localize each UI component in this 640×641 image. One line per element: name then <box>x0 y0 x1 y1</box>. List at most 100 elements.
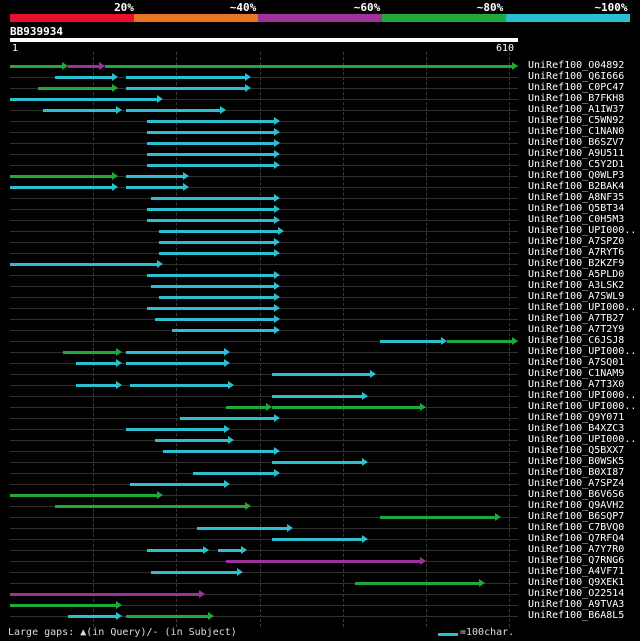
hit-alignment-segment[interactable] <box>150 197 276 200</box>
hit-alignment-segment[interactable] <box>271 373 372 376</box>
hit-alignment-segment[interactable] <box>55 505 247 508</box>
hit-alignment-segment[interactable] <box>125 428 226 431</box>
hit-label[interactable]: UniRef100_UPI000.. <box>528 346 637 357</box>
hit-label[interactable]: UniRef100_UPI000.. <box>528 390 637 401</box>
hit-label[interactable]: UniRef100_Q6I666 <box>528 71 625 82</box>
hit-label[interactable]: UniRef100_C1NAM9 <box>528 368 625 379</box>
hit-alignment-segment[interactable] <box>10 65 63 68</box>
hit-label[interactable]: UniRef100_C6JSJ8 <box>528 335 625 346</box>
hit-alignment-segment[interactable] <box>42 109 117 112</box>
hit-label[interactable]: UniRef100_Q7RNG6 <box>528 555 625 566</box>
hit-label[interactable]: UniRef100_C0PC47 <box>528 82 625 93</box>
hit-alignment-segment[interactable] <box>146 274 276 277</box>
hit-label[interactable]: UniRef100_UPI000.. <box>528 434 637 445</box>
hit-alignment-segment[interactable] <box>271 538 363 541</box>
hit-alignment-segment[interactable] <box>146 153 276 156</box>
hit-label[interactable]: UniRef100_UPI000.. <box>528 302 637 313</box>
hit-alignment-segment[interactable] <box>271 461 363 464</box>
hit-label[interactable]: UniRef100_B2BAK4 <box>528 181 625 192</box>
hit-label[interactable]: UniRef100_A9TVA3 <box>528 599 625 610</box>
hit-label[interactable]: UniRef100_A8NF35 <box>528 192 625 203</box>
hit-label[interactable]: UniRef100_B6SQP7 <box>528 511 625 522</box>
hit-label[interactable]: UniRef100_A5PLD0 <box>528 269 625 280</box>
hit-label[interactable]: UniRef100_Q7RFQ4 <box>528 533 625 544</box>
hit-alignment-segment[interactable] <box>10 175 113 178</box>
hit-alignment-segment[interactable] <box>63 351 117 354</box>
hit-alignment-segment[interactable] <box>55 76 113 79</box>
hit-alignment-segment[interactable] <box>10 593 201 596</box>
hit-label[interactable]: UniRef100_A7SPZ0 <box>528 236 625 247</box>
hit-alignment-segment[interactable] <box>192 472 276 475</box>
hit-alignment-segment[interactable] <box>125 362 226 365</box>
hit-alignment-segment[interactable] <box>125 615 209 618</box>
hit-label[interactable]: UniRef100_B0WSK5 <box>528 456 625 467</box>
hit-alignment-segment[interactable] <box>271 395 363 398</box>
hit-label[interactable]: UniRef100_B7FKH8 <box>528 93 625 104</box>
hit-alignment-segment[interactable] <box>155 318 276 321</box>
hit-label[interactable]: UniRef100_A7TB27 <box>528 313 625 324</box>
hit-alignment-segment[interactable] <box>146 208 276 211</box>
hit-alignment-segment[interactable] <box>355 582 480 585</box>
hit-alignment-segment[interactable] <box>38 87 113 90</box>
hit-label[interactable]: UniRef100_Q9XEK1 <box>528 577 625 588</box>
hit-label[interactable]: UniRef100_A7SQ01 <box>528 357 625 368</box>
hit-label[interactable]: UniRef100_B6A8L5 <box>528 610 625 621</box>
hit-label[interactable]: UniRef100_O04892 <box>528 60 625 71</box>
hit-alignment-segment[interactable] <box>146 164 276 167</box>
hit-alignment-segment[interactable] <box>226 406 267 409</box>
hit-alignment-segment[interactable] <box>130 483 226 486</box>
hit-alignment-segment[interactable] <box>125 175 184 178</box>
hit-label[interactable]: UniRef100_A7T3X0 <box>528 379 625 390</box>
hit-label[interactable]: UniRef100_A4VF71 <box>528 566 625 577</box>
hit-alignment-segment[interactable] <box>155 439 230 442</box>
hit-label[interactable]: UniRef100_B6SZV7 <box>528 137 625 148</box>
hit-alignment-segment[interactable] <box>163 450 276 453</box>
hit-alignment-segment[interactable] <box>226 560 422 563</box>
hit-alignment-segment[interactable] <box>159 252 276 255</box>
hit-alignment-segment[interactable] <box>447 340 513 343</box>
hit-alignment-segment[interactable] <box>146 142 276 145</box>
hit-alignment-segment[interactable] <box>196 527 288 530</box>
hit-label[interactable]: UniRef100_A3LSK2 <box>528 280 625 291</box>
hit-alignment-segment[interactable] <box>125 76 247 79</box>
hit-alignment-segment[interactable] <box>271 406 422 409</box>
hit-label[interactable]: UniRef100_UPI000.. <box>528 401 637 412</box>
hit-alignment-segment[interactable] <box>146 131 276 134</box>
hit-label[interactable]: UniRef100_C0H5M3 <box>528 214 625 225</box>
hit-label[interactable]: UniRef100_B6V6S6 <box>528 489 625 500</box>
hit-alignment-segment[interactable] <box>10 98 159 101</box>
hit-alignment-segment[interactable] <box>75 362 117 365</box>
hit-alignment-segment[interactable] <box>146 549 205 552</box>
hit-alignment-segment[interactable] <box>217 549 242 552</box>
hit-alignment-segment[interactable] <box>159 241 276 244</box>
hit-label[interactable]: UniRef100_C1NAN0 <box>528 126 625 137</box>
hit-alignment-segment[interactable] <box>146 219 276 222</box>
hit-alignment-segment[interactable] <box>105 65 513 68</box>
hit-label[interactable]: UniRef100_A9U511 <box>528 148 625 159</box>
hit-alignment-segment[interactable] <box>10 186 113 189</box>
hit-alignment-segment[interactable] <box>146 120 276 123</box>
hit-alignment-segment[interactable] <box>180 417 276 420</box>
hit-alignment-segment[interactable] <box>159 230 280 233</box>
hit-alignment-segment[interactable] <box>130 384 230 387</box>
hit-label[interactable]: UniRef100_Q9Y071 <box>528 412 625 423</box>
hit-label[interactable]: UniRef100_A1IW37 <box>528 104 625 115</box>
hit-label[interactable]: UniRef100_A7RYT6 <box>528 247 625 258</box>
hit-alignment-segment[interactable] <box>125 186 184 189</box>
hit-alignment-segment[interactable] <box>125 87 247 90</box>
hit-label[interactable]: UniRef100_A7T2Y9 <box>528 324 625 335</box>
hit-alignment-segment[interactable] <box>380 340 443 343</box>
hit-label[interactable]: UniRef100_C7BVQ0 <box>528 522 625 533</box>
hit-alignment-segment[interactable] <box>10 604 117 607</box>
hit-alignment-segment[interactable] <box>10 494 159 497</box>
hit-alignment-segment[interactable] <box>125 109 222 112</box>
hit-alignment-segment[interactable] <box>10 263 159 266</box>
hit-alignment-segment[interactable] <box>125 351 226 354</box>
hit-alignment-segment[interactable] <box>67 65 101 68</box>
hit-label[interactable]: UniRef100_A7Y7R0 <box>528 544 625 555</box>
hit-label[interactable]: UniRef100_B2KZF9 <box>528 258 625 269</box>
hit-label[interactable]: UniRef100_B0XI87 <box>528 467 625 478</box>
hit-label[interactable]: UniRef100_A7SPZ4 <box>528 478 625 489</box>
hit-label[interactable]: UniRef100_C5WN92 <box>528 115 625 126</box>
hit-label[interactable]: UniRef100_UPI000.. <box>528 225 637 236</box>
